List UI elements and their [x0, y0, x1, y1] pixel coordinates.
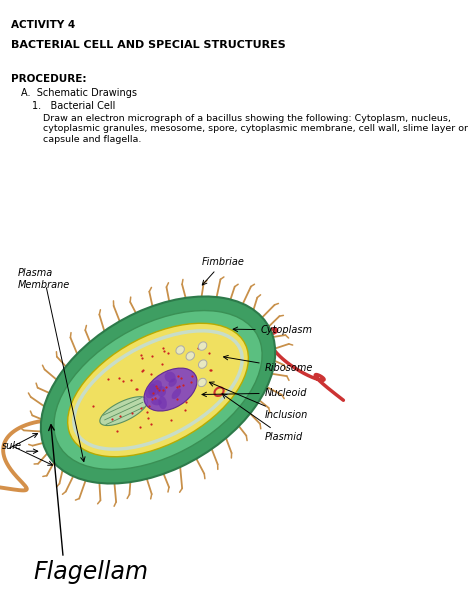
- Text: Cytoplasm: Cytoplasm: [233, 325, 313, 335]
- Text: Fimbriae: Fimbriae: [201, 257, 244, 285]
- Ellipse shape: [186, 352, 194, 360]
- Text: Draw an electron micrograph of a bacillus showing the following: Cytoplasm, nucl: Draw an electron micrograph of a bacillu…: [43, 114, 468, 144]
- Ellipse shape: [148, 380, 162, 396]
- Ellipse shape: [199, 360, 207, 368]
- Text: sule: sule: [1, 441, 22, 451]
- Text: Plasma
Membrane: Plasma Membrane: [18, 268, 70, 289]
- Ellipse shape: [41, 297, 275, 484]
- Ellipse shape: [198, 342, 207, 350]
- Ellipse shape: [54, 311, 262, 470]
- Ellipse shape: [157, 386, 166, 397]
- Text: Plasmid: Plasmid: [222, 394, 303, 442]
- Ellipse shape: [198, 378, 206, 387]
- Text: 1.   Bacterial Cell: 1. Bacterial Cell: [32, 101, 115, 111]
- Text: BACTERIAL CELL AND SPECIAL STRUCTURES: BACTERIAL CELL AND SPECIAL STRUCTURES: [11, 40, 286, 50]
- Ellipse shape: [68, 323, 248, 457]
- Ellipse shape: [144, 368, 197, 411]
- Ellipse shape: [164, 371, 176, 383]
- Polygon shape: [100, 397, 147, 425]
- Ellipse shape: [151, 399, 162, 405]
- Ellipse shape: [158, 396, 167, 409]
- Ellipse shape: [146, 384, 156, 398]
- Ellipse shape: [176, 346, 184, 354]
- Text: PROCEDURE:: PROCEDURE:: [11, 74, 87, 84]
- Text: Flagellam: Flagellam: [33, 560, 148, 584]
- Text: ACTIVITY 4: ACTIVITY 4: [11, 20, 75, 30]
- Text: Nucleoid: Nucleoid: [202, 388, 307, 398]
- Ellipse shape: [172, 388, 181, 399]
- Text: A.  Schematic Drawings: A. Schematic Drawings: [20, 88, 137, 98]
- Text: Ribosome: Ribosome: [224, 356, 313, 373]
- Ellipse shape: [169, 378, 177, 387]
- Text: Inclusion: Inclusion: [210, 382, 308, 420]
